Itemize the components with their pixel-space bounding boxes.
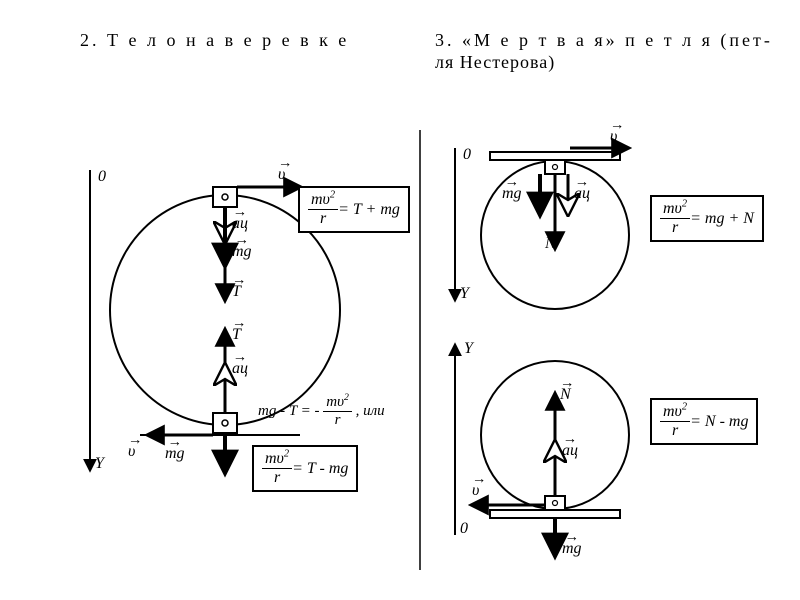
- right-top-origin: 0: [463, 146, 471, 164]
- right-bottom-mg-label: mg: [562, 540, 582, 558]
- right-bottom-y: Y: [464, 340, 473, 358]
- right-top-y: Y: [460, 285, 469, 303]
- left-formula-mid: mg - T = - mυ2 r , или: [258, 395, 385, 428]
- left-formula-top: mυ2 r = T + mg: [298, 186, 410, 233]
- left-top-ac-label: aц: [232, 215, 248, 233]
- left-top-t-label: T: [232, 283, 241, 301]
- right-top-ac-label: aц: [574, 185, 590, 203]
- right-formula-top: mυ2 r = mg + N: [650, 195, 764, 242]
- right-top-mg-label: mg: [502, 185, 522, 203]
- right-formula-bottom: mυ2 r = N - mg: [650, 398, 758, 445]
- left-axis-y: Y: [95, 455, 104, 473]
- left-bottom-t-label: T: [232, 326, 241, 344]
- left-formula-bottom: mυ2 r = T - mg: [252, 445, 358, 492]
- right-bottom-ac-label: aц: [562, 442, 578, 460]
- right-bottom-track: [490, 510, 620, 518]
- left-bottom-body: [213, 413, 237, 433]
- left-top-v-label: υ: [278, 166, 285, 184]
- left-axis-origin: 0: [98, 168, 106, 186]
- right-bottom-n-label: N: [560, 386, 571, 404]
- left-top-mg-label: mg: [232, 243, 252, 261]
- right-bottom-body: [545, 496, 565, 510]
- right-top-track: [490, 152, 620, 160]
- right-bottom-v-label: υ: [472, 482, 479, 500]
- right-top-body: [545, 160, 565, 174]
- right-bottom-origin: 0: [460, 520, 468, 538]
- diagram-svg: [0, 0, 800, 600]
- right-top-n-label: N: [545, 235, 556, 253]
- left-bottom-mg-label: mg: [165, 445, 185, 463]
- left-bottom-ac-label: aц: [232, 360, 248, 378]
- left-bottom-v-label: υ: [128, 443, 135, 461]
- right-top-v-label: υ: [610, 128, 617, 146]
